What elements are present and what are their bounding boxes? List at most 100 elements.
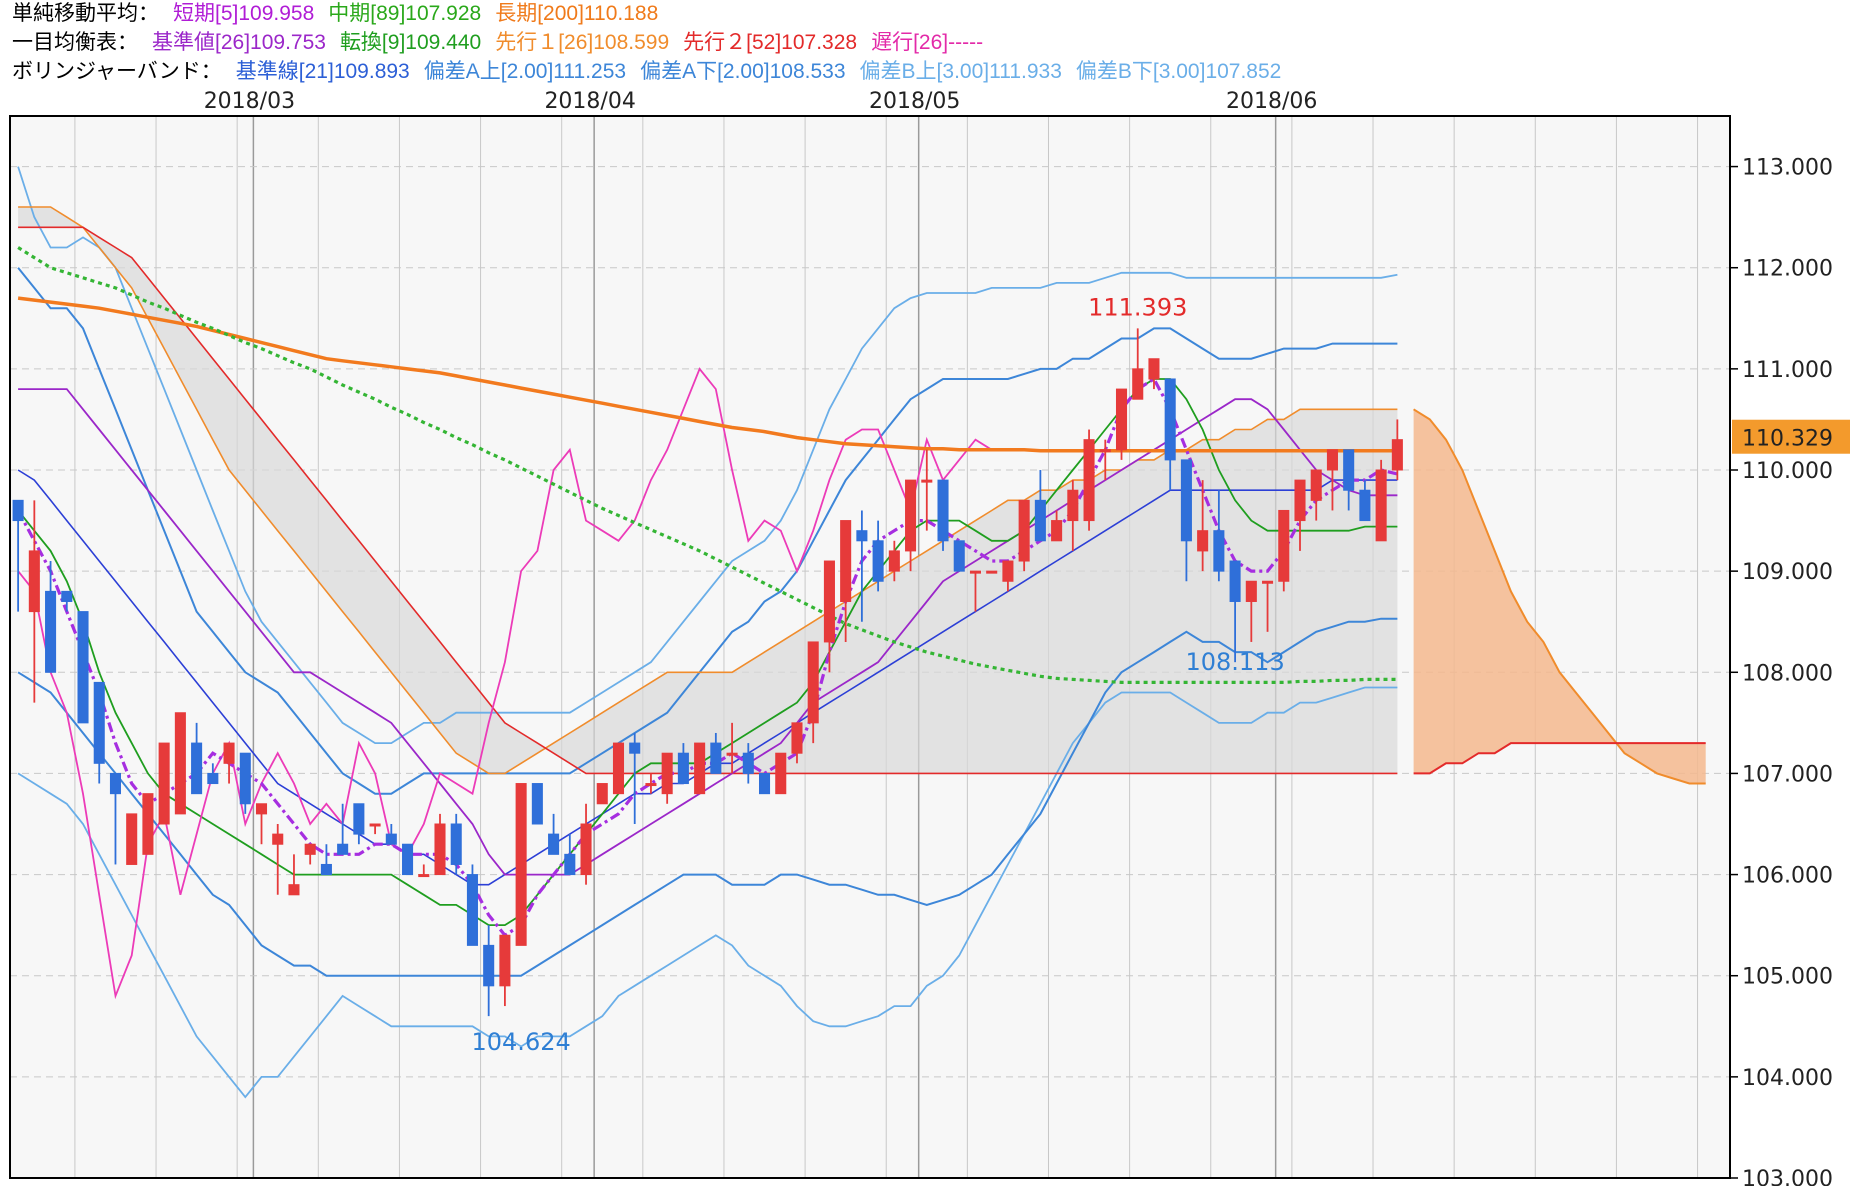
- candle-body: [1083, 439, 1095, 522]
- candle: [1343, 449, 1355, 511]
- candle: [126, 813, 138, 865]
- y-tick-label: 106.000: [1742, 864, 1833, 889]
- candle-body: [840, 520, 852, 602]
- candle-body: [758, 772, 771, 795]
- candle-body: [402, 843, 414, 876]
- candle-body: [450, 823, 462, 865]
- candle: [969, 570, 982, 612]
- candle: [1148, 358, 1160, 390]
- candle-body: [207, 772, 219, 785]
- price-annotation: 108.113: [1185, 648, 1284, 676]
- bollinger-b-lower-line: [17, 686, 1398, 1099]
- candle: [888, 540, 900, 582]
- candle-body: [1197, 530, 1209, 552]
- y-tick-label: 108.000: [1742, 661, 1833, 686]
- x-tick-label: 2018/03: [204, 89, 295, 114]
- candle: [1034, 470, 1046, 542]
- candle: [694, 742, 706, 795]
- candle: [191, 722, 203, 795]
- candle: [1099, 439, 1111, 481]
- candle: [466, 864, 478, 946]
- candle: [937, 479, 949, 551]
- candle-body: [1310, 469, 1322, 501]
- y-tick-label: 113.000: [1742, 156, 1833, 181]
- candle: [385, 824, 397, 845]
- candle-body: [1002, 560, 1014, 582]
- candle: [402, 843, 414, 876]
- candle-body: [1099, 449, 1111, 453]
- candle: [418, 864, 430, 878]
- candle-body: [1229, 560, 1241, 602]
- candle: [12, 499, 24, 612]
- legend-boll-mid: 基準線[21]109.893: [235, 60, 410, 83]
- candle-body: [12, 499, 24, 522]
- candle-body: [418, 874, 430, 878]
- candle-body: [775, 752, 787, 795]
- candle-body: [661, 752, 673, 795]
- candle: [823, 560, 835, 673]
- candle-body: [1148, 358, 1160, 380]
- candle-body: [385, 833, 397, 845]
- candle-body: [986, 570, 998, 574]
- candle-body: [677, 752, 689, 785]
- candle-body: [937, 479, 949, 542]
- candle-body: [1245, 580, 1257, 602]
- candle-body: [629, 742, 641, 754]
- candle: [174, 712, 186, 815]
- x-tick-label: 2018/06: [1226, 89, 1317, 114]
- candle-body: [953, 540, 965, 572]
- candle: [1051, 510, 1063, 542]
- candle-body: [28, 550, 40, 613]
- y-tick-label: 104.000: [1742, 1066, 1833, 1091]
- candle: [353, 803, 365, 845]
- candle: [1294, 479, 1306, 551]
- candle-body: [109, 772, 122, 795]
- candle-body: [515, 783, 527, 946]
- candles: [12, 328, 1403, 1017]
- legend-sma-mid: 中期[89]107.928: [328, 2, 482, 25]
- candle: [612, 742, 625, 795]
- candle: [288, 854, 300, 896]
- last-price-badge: [1732, 419, 1850, 454]
- candle: [77, 611, 89, 724]
- candle: [986, 570, 998, 574]
- legend-boll-a-up: 偏差A上[2.00]111.253: [423, 60, 627, 83]
- candle-body: [126, 813, 138, 865]
- candle: [580, 803, 592, 885]
- y-tick-label: 103.000: [1742, 1167, 1833, 1186]
- senkou2-future-line: [1413, 742, 1706, 775]
- candle-body: [1180, 459, 1192, 542]
- candle-body: [353, 803, 365, 835]
- bollinger-a-upper-line: [17, 267, 1398, 795]
- candle: [434, 813, 446, 876]
- candle-body: [645, 783, 657, 787]
- bollinger-b-upper-line: [17, 166, 1398, 744]
- candle: [223, 742, 235, 784]
- candle: [1083, 429, 1095, 531]
- candle: [1164, 378, 1176, 491]
- cloud-area-orange: [1413, 409, 1706, 784]
- candle-body: [337, 843, 349, 855]
- legend-sma-long: 長期[200]110.188: [495, 2, 659, 25]
- candle-body: [1051, 520, 1063, 542]
- candle-body: [1132, 368, 1144, 400]
- candle: [1132, 328, 1144, 400]
- candle-body: [694, 742, 706, 795]
- candle: [499, 934, 511, 1007]
- annotations: 111.393 104.624 108.113: [472, 293, 1285, 1056]
- candle-body: [710, 742, 722, 774]
- candle-body: [223, 742, 235, 764]
- cloud-area-gray: [18, 207, 1398, 774]
- legend-kijun: 基準値[26]109.753: [152, 31, 326, 54]
- x-axis: 2018/03 2018/04 2018/05 2018/06: [204, 89, 1318, 114]
- candle: [840, 520, 852, 642]
- bollinger-a-lower-line: [17, 617, 1398, 977]
- candle: [142, 793, 154, 855]
- legend-sma-row: 単純移動平均： 短期[5]109.958 中期[89]107.928 長期[200]1…: [12, 0, 1852, 27]
- candle-body: [1343, 449, 1355, 491]
- candle: [304, 843, 316, 865]
- candle: [1278, 509, 1290, 592]
- legend-ichimoku-row: 一目均衡表： 基準値[26]109.753 転換[9]109.440 先行１[26]1…: [12, 29, 1852, 56]
- candle: [726, 722, 738, 774]
- legend-boll-a-dn: 偏差A下[2.00]108.533: [640, 60, 846, 83]
